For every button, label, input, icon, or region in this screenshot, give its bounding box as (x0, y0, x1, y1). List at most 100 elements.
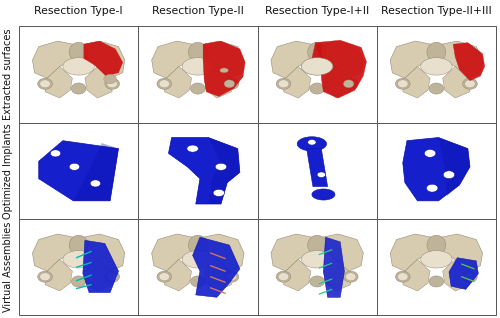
Bar (258, 219, 376, 315)
Polygon shape (442, 259, 470, 291)
Polygon shape (85, 259, 112, 291)
Ellipse shape (157, 271, 172, 282)
Text: Resection Type-II+III: Resection Type-II+III (381, 6, 492, 16)
Ellipse shape (420, 251, 452, 268)
Ellipse shape (317, 172, 326, 177)
Ellipse shape (69, 163, 80, 170)
Polygon shape (164, 66, 192, 98)
Ellipse shape (302, 251, 333, 268)
Ellipse shape (427, 42, 446, 62)
Ellipse shape (226, 80, 236, 88)
Polygon shape (324, 66, 350, 98)
Ellipse shape (278, 273, 289, 281)
Polygon shape (322, 41, 364, 78)
Polygon shape (84, 41, 125, 78)
Ellipse shape (302, 58, 333, 75)
Ellipse shape (107, 273, 118, 281)
Ellipse shape (105, 78, 120, 89)
Polygon shape (45, 259, 72, 291)
Polygon shape (403, 66, 430, 98)
Ellipse shape (302, 58, 333, 75)
Polygon shape (45, 66, 72, 98)
Ellipse shape (429, 276, 444, 287)
Bar (258, 26, 376, 122)
Polygon shape (152, 234, 192, 271)
Bar (20, 26, 138, 122)
Polygon shape (32, 41, 74, 78)
Ellipse shape (72, 276, 86, 287)
Text: Virtual Assemblies: Virtual Assemblies (3, 222, 13, 312)
Ellipse shape (224, 80, 234, 88)
Ellipse shape (105, 271, 120, 282)
Ellipse shape (310, 83, 324, 94)
Ellipse shape (40, 80, 50, 88)
Text: Resection Type-I: Resection Type-I (34, 6, 123, 16)
Bar (378, 123, 496, 219)
Polygon shape (442, 234, 482, 271)
Ellipse shape (72, 83, 86, 94)
Ellipse shape (50, 150, 61, 157)
Polygon shape (403, 138, 470, 201)
Ellipse shape (276, 271, 291, 282)
Polygon shape (322, 234, 364, 271)
Ellipse shape (312, 189, 335, 200)
Polygon shape (442, 66, 470, 98)
Polygon shape (271, 234, 312, 271)
Ellipse shape (63, 251, 94, 268)
Ellipse shape (182, 251, 214, 268)
Polygon shape (168, 138, 240, 204)
Ellipse shape (308, 235, 326, 255)
Ellipse shape (69, 42, 88, 62)
Ellipse shape (308, 140, 316, 145)
Polygon shape (164, 259, 192, 291)
Polygon shape (85, 66, 112, 98)
Bar (20, 219, 138, 315)
Ellipse shape (429, 83, 444, 94)
Polygon shape (203, 234, 244, 271)
Ellipse shape (226, 273, 236, 281)
Polygon shape (284, 66, 311, 98)
Ellipse shape (38, 78, 52, 89)
Ellipse shape (396, 78, 410, 89)
Ellipse shape (63, 58, 94, 75)
Polygon shape (204, 259, 232, 291)
Text: Extracted surfaces: Extracted surfaces (3, 29, 13, 120)
Ellipse shape (213, 189, 224, 197)
Ellipse shape (396, 271, 410, 282)
Polygon shape (203, 41, 244, 78)
Ellipse shape (224, 78, 239, 89)
Ellipse shape (90, 180, 101, 187)
Ellipse shape (278, 80, 289, 88)
Ellipse shape (187, 145, 198, 152)
Text: Resection Type-II: Resection Type-II (152, 6, 244, 16)
Ellipse shape (157, 78, 172, 89)
Text: Resection Type-I+II: Resection Type-I+II (265, 6, 369, 16)
Ellipse shape (159, 273, 170, 281)
Ellipse shape (297, 137, 326, 151)
Polygon shape (453, 43, 484, 81)
Polygon shape (312, 44, 322, 60)
Polygon shape (38, 141, 118, 201)
Ellipse shape (276, 78, 291, 89)
Polygon shape (403, 259, 430, 291)
Ellipse shape (398, 273, 408, 281)
Polygon shape (449, 258, 478, 289)
Ellipse shape (40, 273, 50, 281)
Ellipse shape (464, 80, 475, 88)
Ellipse shape (190, 276, 205, 287)
Ellipse shape (182, 58, 214, 75)
Ellipse shape (344, 78, 358, 89)
Ellipse shape (310, 276, 324, 287)
Bar (378, 219, 496, 315)
Polygon shape (152, 41, 192, 78)
Ellipse shape (38, 271, 52, 282)
Ellipse shape (159, 80, 170, 88)
Ellipse shape (420, 58, 452, 75)
Polygon shape (32, 234, 74, 271)
Polygon shape (315, 40, 366, 98)
Polygon shape (84, 41, 122, 76)
Polygon shape (83, 240, 118, 293)
Ellipse shape (188, 235, 208, 255)
Ellipse shape (104, 74, 117, 84)
Ellipse shape (344, 271, 358, 282)
